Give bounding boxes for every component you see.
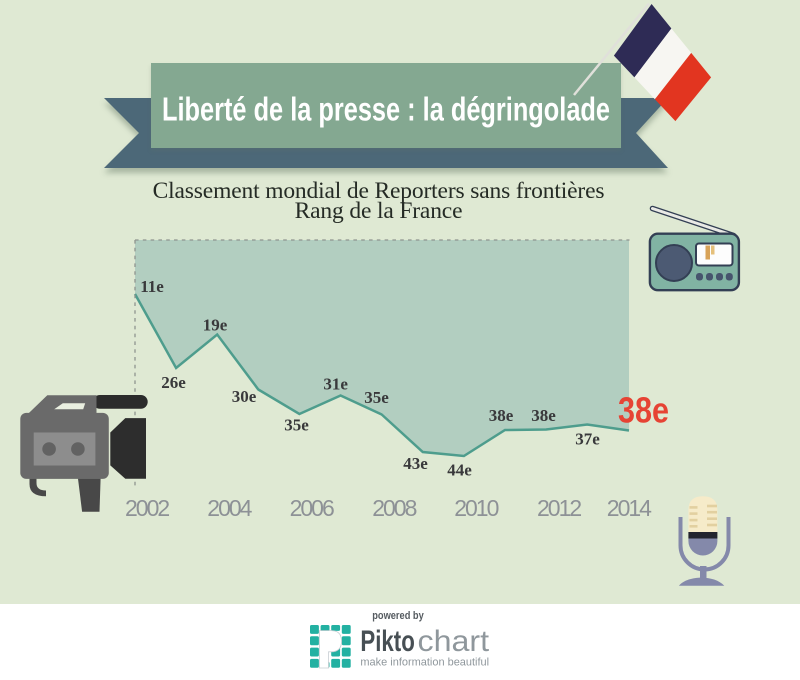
svg-text:37e: 37e [575, 430, 600, 449]
svg-text:Liberté de la presse : la dégr: Liberté de la presse : la dégringolade [162, 91, 610, 128]
svg-text:make information beautiful: make information beautiful [360, 656, 489, 668]
svg-text:Pikto: Pikto [360, 625, 414, 658]
svg-text:powered by: powered by [372, 610, 424, 622]
svg-text:38e: 38e [618, 390, 669, 431]
svg-text:35e: 35e [284, 416, 309, 435]
svg-text:38e: 38e [489, 406, 514, 425]
svg-text:31e: 31e [323, 375, 348, 394]
svg-text:35e: 35e [364, 388, 389, 407]
svg-text:26e: 26e [161, 373, 186, 392]
svg-text:19e: 19e [203, 316, 228, 335]
svg-text:44e: 44e [447, 461, 472, 480]
svg-text:30e: 30e [232, 387, 257, 406]
svg-text:38e: 38e [531, 406, 556, 425]
svg-text:chart: chart [418, 625, 490, 658]
svg-text:43e: 43e [403, 454, 428, 473]
svg-text:11e: 11e [140, 277, 164, 296]
